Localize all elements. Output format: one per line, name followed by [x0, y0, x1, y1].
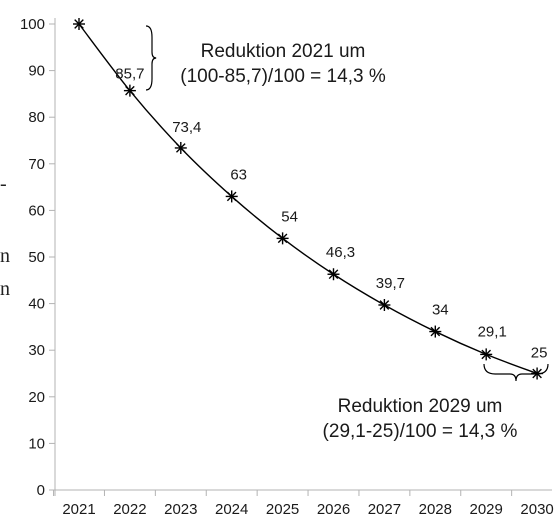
x-tick-label: 2023 — [164, 501, 197, 518]
marker-stroke — [328, 269, 339, 280]
y-tick-label: 80 — [28, 109, 45, 126]
data-point-marker — [429, 325, 442, 338]
marker-stroke — [226, 191, 237, 202]
data-label: 63 — [230, 166, 247, 183]
y-tick-label: 0 — [37, 482, 45, 499]
left-edge-text-fragment: n — [0, 245, 10, 267]
data-label: 29,1 — [478, 323, 507, 340]
data-label: 46,3 — [326, 244, 355, 261]
data-point-marker — [225, 190, 238, 203]
y-tick-label: 30 — [28, 342, 45, 359]
y-tick-label: 60 — [28, 202, 45, 219]
annotation-2021-line2: (100-85,7)/100 = 14,3 % — [180, 66, 386, 87]
x-tick-label: 2028 — [419, 501, 452, 518]
x-tick-label: 2029 — [470, 501, 503, 518]
annotation-2029-line1: Reduktion 2029 um — [338, 396, 503, 417]
y-tick-label: 20 — [28, 389, 45, 406]
x-tick-label: 2022 — [113, 501, 146, 518]
x-tick-label: 2027 — [368, 501, 401, 518]
series-line — [78, 23, 538, 375]
data-label: 54 — [281, 208, 298, 225]
data-label: 39,7 — [376, 275, 405, 292]
y-tick-label: 50 — [28, 249, 45, 266]
data-label: 73,4 — [172, 119, 201, 136]
marker-stroke — [481, 349, 492, 360]
y-tick-label: 90 — [28, 63, 45, 80]
left-edge-text-fragment: n — [0, 278, 10, 300]
reduction-2029-brace — [483, 363, 549, 382]
data-point-marker — [174, 141, 187, 154]
data-point-marker — [73, 18, 85, 30]
data-point-marker — [123, 84, 136, 97]
x-tick-label: 2030 — [520, 501, 553, 518]
data-point-marker — [327, 268, 340, 281]
x-tick-label: 2021 — [62, 501, 95, 518]
y-tick-label: 10 — [28, 435, 45, 452]
annotation-2021-line1: Reduktion 2021 um — [201, 41, 366, 62]
annotation-2029-line2: (29,1-25)/100 = 14,3 % — [323, 421, 518, 442]
data-point-marker — [276, 232, 289, 245]
data-label: 34 — [432, 302, 449, 319]
y-tick-label: 100 — [20, 16, 45, 33]
y-tick-label: 40 — [28, 296, 45, 313]
reduction-2021-brace — [145, 25, 157, 91]
data-label: 25 — [531, 345, 548, 362]
left-edge-text-fragment: - — [0, 173, 7, 195]
marker-stroke — [379, 300, 390, 310]
marker-stroke — [175, 143, 186, 153]
marker-stroke — [125, 85, 135, 96]
marker-stroke — [277, 233, 288, 244]
x-tick-label: 2024 — [215, 501, 248, 518]
data-point-marker — [480, 348, 493, 361]
x-tick-label: 2026 — [317, 501, 350, 518]
data-label: 85,7 — [115, 66, 144, 83]
marker-stroke — [430, 326, 441, 337]
marker-stroke — [74, 19, 84, 29]
data-point-marker — [378, 298, 391, 311]
x-tick-label: 2025 — [266, 501, 299, 518]
y-tick-label: 70 — [28, 156, 45, 173]
